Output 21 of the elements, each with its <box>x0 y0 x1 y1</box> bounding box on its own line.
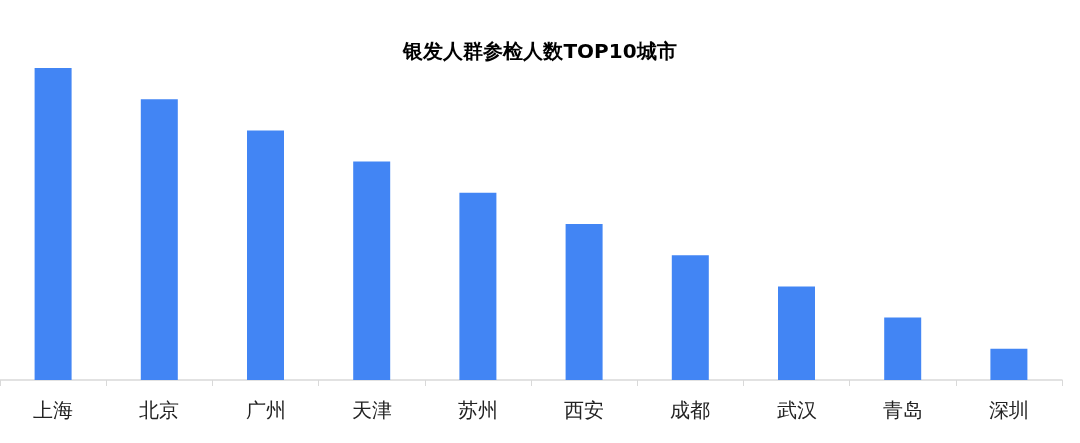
x-tick-label: 上海 <box>33 398 74 422</box>
bar <box>34 68 72 380</box>
bar <box>990 348 1028 380</box>
bar <box>671 255 709 380</box>
x-tick-label: 武汉 <box>776 398 817 422</box>
bar <box>565 224 603 380</box>
x-tick-label: 青岛 <box>882 398 923 422</box>
x-tick-label: 苏州 <box>457 398 498 422</box>
bar <box>778 286 815 380</box>
x-tick-label: 成都 <box>670 398 711 422</box>
bar <box>247 130 284 380</box>
bar <box>140 99 178 380</box>
bar <box>459 192 497 380</box>
bar <box>884 317 922 380</box>
x-tick-label: 天津 <box>351 398 392 422</box>
x-tick-label: 西安 <box>564 398 605 422</box>
chart-title: 银发人群参检人数TOP10城市 <box>402 39 677 63</box>
bar <box>353 161 391 380</box>
x-tick-label: 北京 <box>139 398 180 422</box>
x-tick-label: 广州 <box>245 398 286 422</box>
x-tick-label: 深圳 <box>988 398 1029 422</box>
